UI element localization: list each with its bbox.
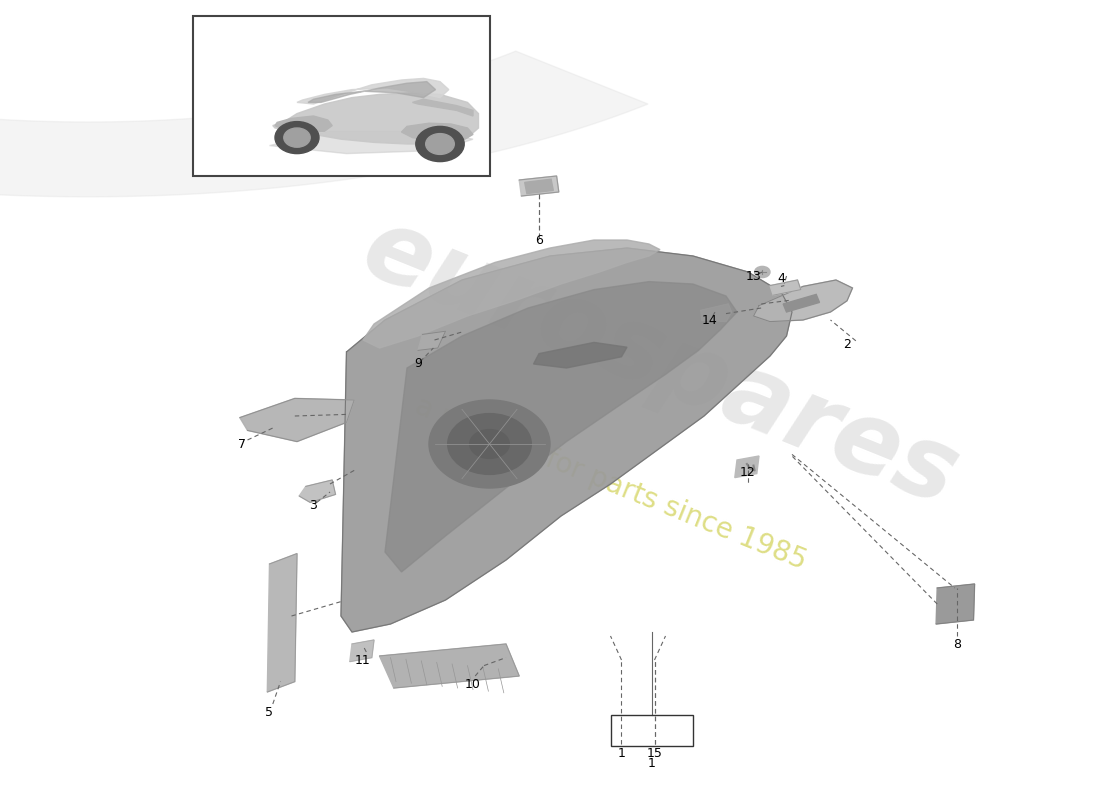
Polygon shape [735, 456, 759, 478]
Text: 6: 6 [535, 234, 543, 246]
Polygon shape [275, 116, 332, 132]
Polygon shape [534, 342, 627, 368]
Bar [610, 715, 693, 746]
Text: 3: 3 [309, 499, 318, 512]
Circle shape [416, 126, 464, 162]
Text: 9: 9 [414, 358, 422, 370]
Text: 1: 1 [617, 747, 626, 760]
Polygon shape [350, 640, 374, 662]
Polygon shape [270, 131, 473, 154]
Text: 12: 12 [740, 466, 756, 478]
Circle shape [470, 430, 509, 458]
Polygon shape [0, 51, 648, 197]
Polygon shape [412, 99, 473, 116]
Text: 4: 4 [777, 272, 785, 285]
Circle shape [426, 134, 454, 154]
Text: 13: 13 [746, 270, 761, 282]
Text: 5: 5 [265, 706, 274, 718]
Polygon shape [379, 644, 519, 688]
Polygon shape [770, 280, 801, 295]
Circle shape [429, 400, 550, 488]
Text: 1: 1 [648, 757, 656, 770]
Polygon shape [297, 78, 449, 104]
Polygon shape [341, 248, 792, 632]
Text: 10: 10 [465, 678, 481, 690]
Polygon shape [525, 179, 553, 194]
Bar [192, 16, 490, 176]
Circle shape [284, 128, 310, 147]
Text: 7: 7 [238, 438, 246, 450]
Text: 8: 8 [953, 638, 961, 650]
Text: a passion for parts since 1985: a passion for parts since 1985 [410, 393, 811, 575]
Polygon shape [273, 93, 478, 144]
Polygon shape [519, 176, 559, 196]
Polygon shape [240, 398, 354, 442]
Polygon shape [783, 294, 820, 312]
Polygon shape [701, 304, 732, 322]
Polygon shape [418, 331, 446, 350]
Polygon shape [267, 554, 297, 692]
Text: 14: 14 [702, 314, 717, 326]
Polygon shape [363, 240, 660, 348]
Polygon shape [385, 282, 737, 572]
Circle shape [275, 122, 319, 154]
Circle shape [448, 414, 531, 474]
Polygon shape [308, 82, 436, 102]
Polygon shape [299, 480, 336, 502]
Polygon shape [402, 123, 473, 142]
Polygon shape [936, 584, 975, 624]
Text: eurospares: eurospares [349, 201, 971, 527]
Circle shape [755, 266, 770, 278]
Polygon shape [754, 280, 853, 322]
Text: 11: 11 [355, 654, 371, 666]
Text: 2: 2 [843, 338, 851, 350]
Text: 15: 15 [647, 747, 662, 760]
